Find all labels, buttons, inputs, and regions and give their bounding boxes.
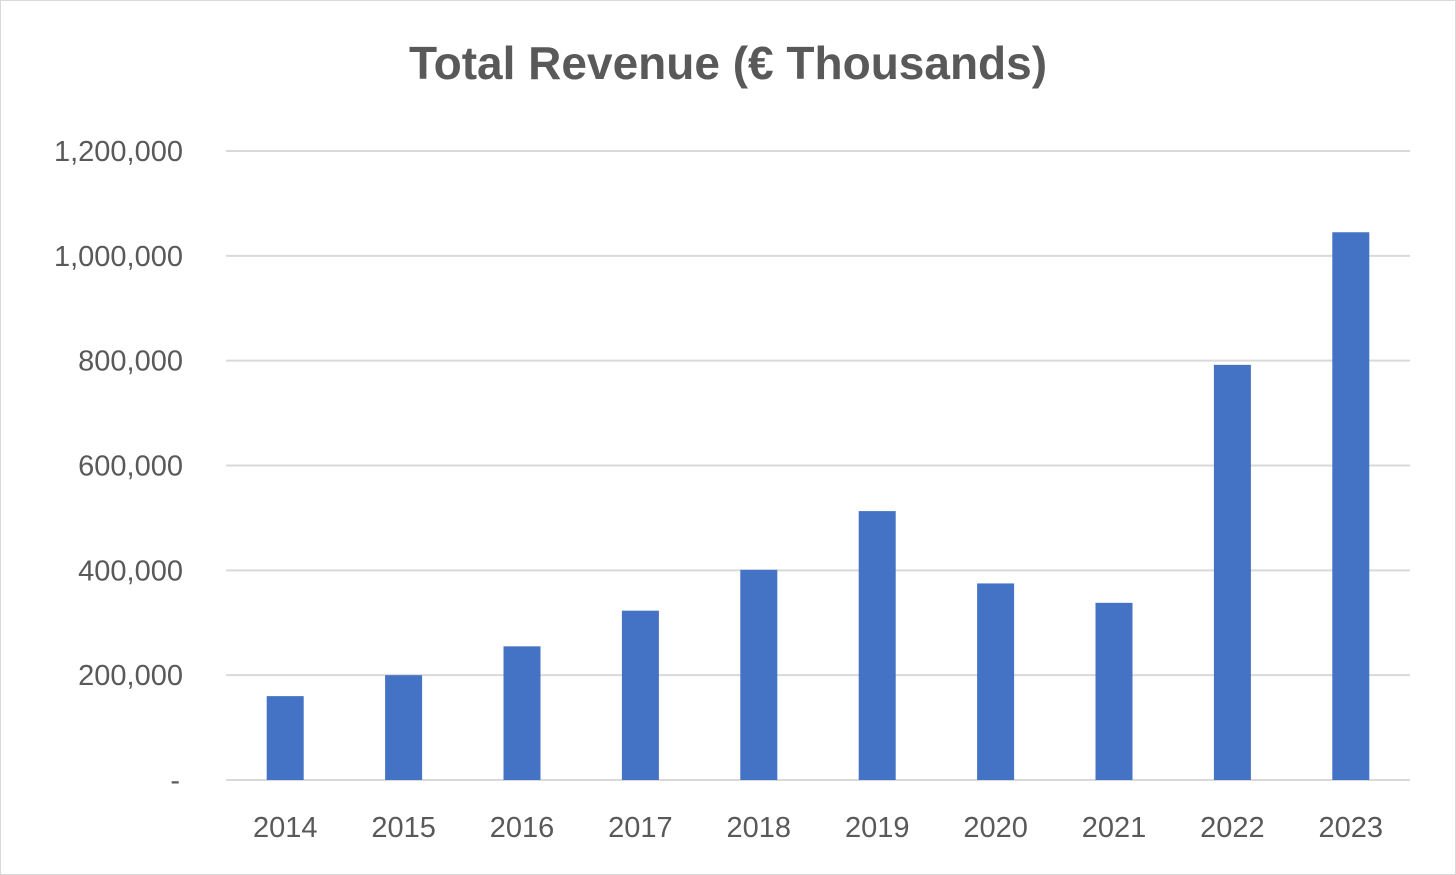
- bar-2019: [858, 511, 896, 780]
- bar-2021: [1095, 602, 1133, 780]
- bar-2018: [740, 569, 778, 780]
- bar-2015: [385, 675, 423, 780]
- y-tick-label: 1,200,000: [54, 136, 183, 168]
- y-tick-label: 200,000: [78, 660, 183, 692]
- gridlines: [226, 150, 1410, 781]
- y-tick-label: 400,000: [78, 555, 183, 587]
- x-tick-label: 2014: [253, 812, 318, 844]
- bar-2023: [1332, 232, 1370, 780]
- x-tick-label: 2015: [371, 812, 436, 844]
- y-tick-label: 800,000: [78, 346, 183, 378]
- bar-2017: [621, 610, 659, 780]
- x-tick-label: 2018: [727, 812, 792, 844]
- x-tick-label: 2023: [1319, 812, 1384, 844]
- x-tick-label: 2022: [1200, 812, 1265, 844]
- x-tick-label: 2020: [963, 812, 1028, 844]
- y-tick-label: 1,000,000: [54, 241, 183, 273]
- x-tick-label: 2016: [490, 812, 555, 844]
- bar-2014: [266, 696, 304, 780]
- bar-2022: [1213, 364, 1251, 780]
- bar-2016: [503, 646, 541, 780]
- y-tick-label: 600,000: [78, 451, 183, 483]
- x-tick-label: 2021: [1082, 812, 1147, 844]
- bars: [266, 232, 1370, 780]
- chart-title: Total Revenue (€ Thousands): [408, 37, 1048, 89]
- x-tick-label: 2019: [845, 812, 910, 844]
- bar-2020: [977, 583, 1015, 780]
- y-axis-tick-labels: - 200,000 400,000 600,000 800,000 1,000,000 1,…: [54, 136, 183, 797]
- x-tick-label: 2017: [608, 812, 673, 844]
- y-tick-label: -: [170, 765, 180, 797]
- x-axis-tick-labels: 2014 2015 2016 2017 2018 2019 2020 2021 2022 2023: [253, 812, 1383, 844]
